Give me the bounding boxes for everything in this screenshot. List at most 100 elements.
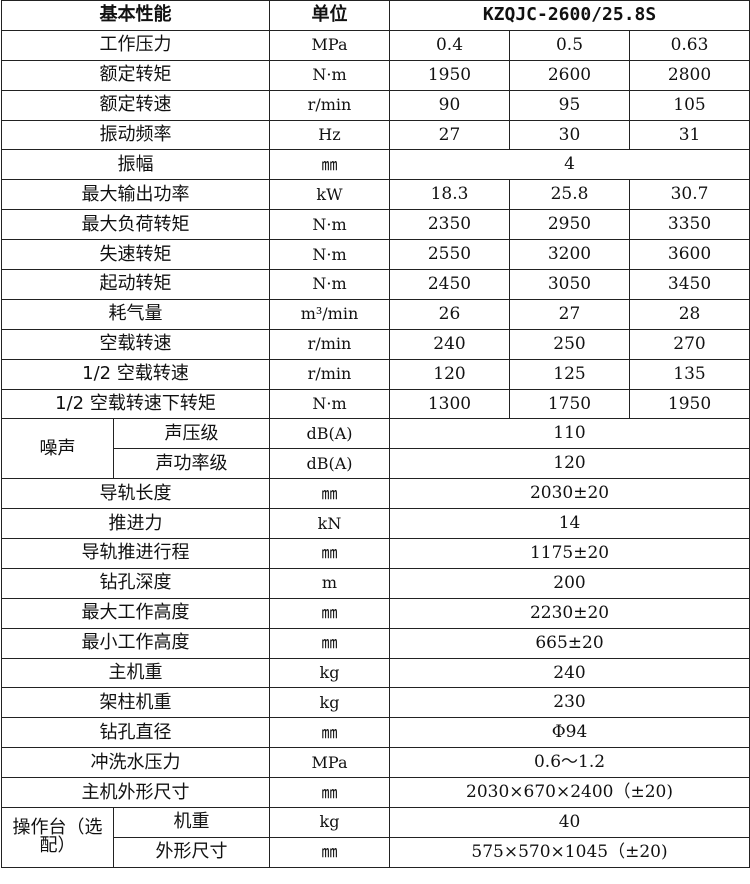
value-cell: 2800 <box>628 59 750 91</box>
unit-cell: N·m <box>269 239 390 271</box>
unit-cell: N·m <box>269 388 390 420</box>
unit-cell: kN <box>269 508 390 540</box>
table-row: 1/2 空载转速下转矩 N·m 1300 1750 1950 <box>1 388 750 420</box>
property-name: 最大负荷转矩 <box>1 209 270 241</box>
unit-cell: N·m <box>269 59 390 91</box>
value-cell: 2600 <box>509 59 630 91</box>
value-cell: 3200 <box>509 239 630 271</box>
property-name: 耗气量 <box>1 298 270 330</box>
header-unit: 单位 <box>269 0 390 31</box>
unit-cell: MPa <box>269 29 390 61</box>
property-name: 起动转矩 <box>1 269 270 300</box>
unit-cell: ㎜ <box>269 149 390 181</box>
value-cell: 1950 <box>389 59 510 91</box>
value-cell: 3600 <box>628 239 750 271</box>
value-cell: 2030±20 <box>388 478 750 510</box>
table-row: 最大输出功率 kW 18.3 25.8 30.7 <box>1 179 750 211</box>
value-cell: 120 <box>389 358 510 390</box>
table-row: 额定转速 r/min 90 95 105 <box>1 89 750 121</box>
property-name: 外形尺寸 <box>113 836 270 868</box>
value-cell: 0.63 <box>628 29 750 61</box>
unit-cell: r/min <box>269 358 390 390</box>
unit-cell: m³/min <box>269 298 390 330</box>
table-row: 操作台（选配） 机重 kg 40 <box>1 807 750 868</box>
unit-cell: kg <box>269 657 390 689</box>
value-cell: 230 <box>388 687 750 719</box>
unit-cell: ㎜ <box>269 836 390 868</box>
property-name: 最大工作高度 <box>1 597 270 629</box>
header-row: 基本性能 单位 KZQJC-2600/25.8S <box>1 0 750 31</box>
value-cell: 4 <box>388 149 750 181</box>
value-cell: 665±20 <box>388 627 750 659</box>
property-name: 冲洗水压力 <box>1 747 270 779</box>
property-name: 主机外形尺寸 <box>1 777 270 809</box>
value-cell: 270 <box>628 328 750 360</box>
value-cell: 200 <box>388 567 750 599</box>
property-name: 导轨推进行程 <box>1 538 270 569</box>
unit-cell: MPa <box>269 747 390 779</box>
value-cell: 0.4 <box>389 29 510 61</box>
property-name: 工作压力 <box>1 29 270 61</box>
table-row: 钻孔深度 m 200 <box>1 567 750 599</box>
table-row: 冲洗水压力 MPa 0.6～1.2 <box>1 747 750 779</box>
unit-cell: kg <box>269 687 390 719</box>
unit-cell: N·m <box>269 269 390 300</box>
unit-cell: dB(A) <box>269 418 390 450</box>
value-cell: 30.7 <box>628 179 750 211</box>
value-cell: 2550 <box>389 239 510 271</box>
property-name: 主机重 <box>1 657 270 689</box>
value-cell: 240 <box>388 657 750 689</box>
value-cell: 135 <box>628 358 750 390</box>
table-row: 额定转矩 N·m 1950 2600 2800 <box>1 59 750 91</box>
value-cell: 575×570×1045（±20) <box>388 836 750 868</box>
table-row: 工作压力 MPa 0.4 0.5 0.63 <box>1 29 750 61</box>
value-cell: 3350 <box>628 209 750 241</box>
property-name: 1/2 空载转速 <box>1 358 270 390</box>
property-name: 钻孔直径 <box>1 717 270 749</box>
unit-cell: ㎜ <box>269 597 390 629</box>
value-cell: 2030×670×2400（±20) <box>388 777 750 809</box>
value-cell: 105 <box>628 89 750 121</box>
value-cell: 240 <box>389 328 510 360</box>
value-cell: 95 <box>509 89 630 121</box>
table-row: 主机重 kg 240 <box>1 657 750 689</box>
table-row: 架柱机重 kg 230 <box>1 687 750 719</box>
value-cell: 27 <box>389 119 510 151</box>
table-row: 起动转矩 N·m 2450 3050 3450 <box>1 269 750 300</box>
value-cell: 30 <box>509 119 630 151</box>
property-name: 最大输出功率 <box>1 179 270 211</box>
header-model: KZQJC-2600/25.8S <box>388 0 750 31</box>
unit-cell: ㎜ <box>269 717 390 749</box>
value-cell: 1950 <box>628 388 750 420</box>
value-cell: 31 <box>628 119 750 151</box>
unit-cell: m <box>269 567 390 599</box>
property-name: 推进力 <box>1 508 270 540</box>
value-cell: Φ94 <box>388 717 750 749</box>
property-name: 振幅 <box>1 149 270 181</box>
value-cell: 2230±20 <box>388 597 750 629</box>
table-row: 失速转矩 N·m 2550 3200 3600 <box>1 239 750 271</box>
value-cell: 1750 <box>509 388 630 420</box>
property-name: 架柱机重 <box>1 687 270 719</box>
value-cell: 2350 <box>389 209 510 241</box>
table-row: 振动频率 Hz 27 30 31 <box>1 119 750 151</box>
property-name: 额定转矩 <box>1 59 270 91</box>
property-name: 机重 <box>113 807 270 838</box>
table-row: 空载转速 r/min 240 250 270 <box>1 328 750 360</box>
table-row: 最大负荷转矩 N·m 2350 2950 3350 <box>1 209 750 241</box>
unit-cell: r/min <box>269 89 390 121</box>
value-cell: 2950 <box>509 209 630 241</box>
value-cell: 14 <box>388 508 750 540</box>
value-cell: 25.8 <box>509 179 630 211</box>
property-name: 钻孔深度 <box>1 567 270 599</box>
value-cell: 110 <box>388 418 750 450</box>
table-row: 推进力 kN 14 <box>1 508 750 540</box>
unit-cell: kW <box>269 179 390 211</box>
value-cell: 0.5 <box>509 29 630 61</box>
property-name: 1/2 空载转速下转矩 <box>1 388 270 420</box>
table-row: 噪声 声压级 dB(A) 110 <box>1 418 750 480</box>
value-cell: 1300 <box>389 388 510 420</box>
unit-cell: ㎜ <box>269 538 390 569</box>
